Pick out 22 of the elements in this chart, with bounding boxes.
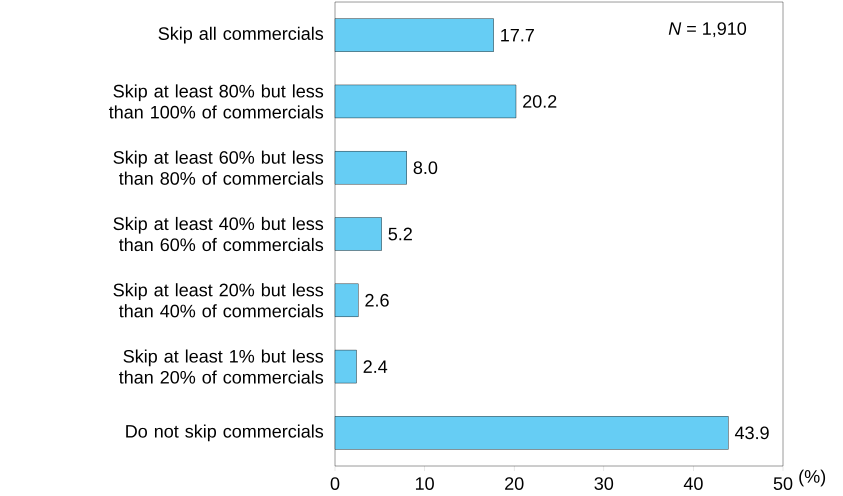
y-tick-label: Skip all commercials bbox=[158, 26, 324, 44]
data-label: 5.2 bbox=[388, 228, 412, 240]
x-tick-label: 0 bbox=[330, 477, 340, 490]
y-tick-label: Skip at least 40% but less than 60% of commercials bbox=[114, 216, 324, 252]
y-tick-label: Skip at least 80% but less than 100% of commercials bbox=[108, 84, 324, 119]
data-label: 8.0 bbox=[414, 161, 438, 174]
y-tick-label: Skip at least 1% but less than 20% of commercials bbox=[118, 349, 324, 384]
data-label: 43.9 bbox=[734, 426, 769, 440]
x-tick-label: 30 bbox=[594, 477, 614, 490]
y-tick-label: Do not skip commercials bbox=[126, 424, 324, 442]
data-label: 2.4 bbox=[364, 360, 388, 373]
x-tick-label: 20 bbox=[505, 477, 524, 490]
annotation: N = 1,910 bbox=[668, 22, 746, 38]
data-label: 2.6 bbox=[365, 294, 389, 307]
data-label: 20.2 bbox=[523, 95, 556, 108]
x-tick-label: 50 bbox=[774, 477, 792, 490]
x-tick-label: 40 bbox=[684, 477, 703, 490]
y-tick-label: Skip at least 20% but less than 40% of commercials bbox=[114, 283, 324, 318]
x-tick-label: 10 bbox=[416, 477, 434, 490]
data-label: 17.7 bbox=[501, 28, 534, 42]
x-axis-title: (%) bbox=[799, 470, 826, 486]
y-tick-label: Skip at least 60% but less than 80% of commercials bbox=[114, 150, 324, 185]
